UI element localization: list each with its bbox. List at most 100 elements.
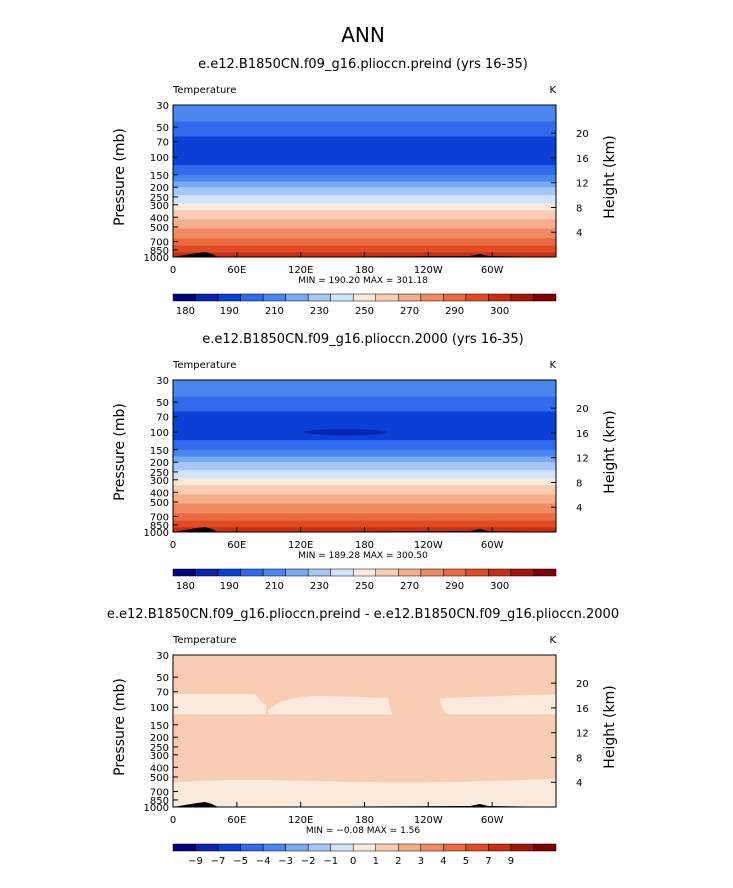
y-axis-label: Pressure (mb) <box>112 128 128 226</box>
colorbar-box <box>398 843 422 852</box>
contour-band <box>173 210 556 220</box>
colorbar-label: 4 <box>440 856 446 867</box>
x-tick-label: 0 <box>170 265 176 276</box>
contour-band <box>173 121 556 137</box>
y-tick-label: 1000 <box>144 803 169 814</box>
topography <box>218 254 556 257</box>
colorbar-box <box>262 293 286 302</box>
colorbar-label: 230 <box>310 306 329 317</box>
y-right-tick-label: 12 <box>576 179 589 190</box>
colorbar-box <box>420 843 444 852</box>
colorbar-box <box>375 843 399 852</box>
colorbar-label: 0 <box>350 856 356 867</box>
y-tick-label: 300 <box>150 201 169 212</box>
contour-band <box>173 520 556 528</box>
colorbar-label: 7 <box>485 856 491 867</box>
colorbar-box <box>195 843 219 852</box>
x-tick-label: 60E <box>227 540 246 551</box>
contour-field <box>173 380 556 532</box>
colorbar-label: 210 <box>265 306 284 317</box>
contour-band <box>173 440 556 451</box>
colorbar-label: 190 <box>220 581 239 592</box>
x-tick-label: 0 <box>170 540 176 551</box>
y-tick-label: 200 <box>150 458 169 469</box>
y-tick-label: 700 <box>150 513 169 524</box>
contour-band <box>173 245 556 253</box>
y-axis-right-label: Height (km) <box>602 685 618 768</box>
contour-min-region <box>303 429 387 436</box>
colorbar-label: 270 <box>400 306 419 317</box>
colorbar: 180 190 210 230 250 270 290 300 <box>172 293 557 317</box>
x-tick-label: 60E <box>227 815 246 826</box>
y-right-tick-label: 4 <box>576 503 582 514</box>
y-tick-label: 300 <box>150 751 169 762</box>
y-right-tick-label: 8 <box>576 478 582 489</box>
colorbar: 180 190 210 230 250 270 290 300 <box>172 568 557 592</box>
colorbar-box <box>443 293 467 302</box>
y-tick-label: 200 <box>150 183 169 194</box>
colorbar-label: 250 <box>355 306 374 317</box>
y-tick-label: 250 <box>150 468 169 479</box>
colorbar-label: 5 <box>463 856 469 867</box>
colorbar-box <box>533 293 557 302</box>
colorbar: −9 −7 −5 −4 −3 −2 −1 0 1 2 3 4 5 7 9 <box>172 843 557 867</box>
colorbar-label: 290 <box>445 581 464 592</box>
colorbar-label: 270 <box>400 581 419 592</box>
contour-band <box>173 195 556 204</box>
y-tick-label: 50 <box>156 123 169 134</box>
x-tick-label: 180 <box>355 265 374 276</box>
contour-band <box>440 694 556 715</box>
x-tick-label: 180 <box>355 540 374 551</box>
y-right-tick-label: 16 <box>576 429 589 440</box>
y-tick-label: 400 <box>150 488 169 499</box>
colorbar-label: −7 <box>211 856 226 867</box>
y-axis-right-label: Height (km) <box>602 410 618 493</box>
colorbar-box <box>307 843 331 852</box>
y-tick-label: 250 <box>150 193 169 204</box>
colorbar-box <box>330 293 354 302</box>
y-right-tick-label: 20 <box>576 679 589 690</box>
y-right-tick-label: 4 <box>576 778 582 789</box>
min-max-label: MIN = 190.20 MAX = 301.18 <box>298 276 428 286</box>
contour-band <box>173 136 556 150</box>
colorbar-label: 190 <box>220 306 239 317</box>
colorbar-box <box>240 843 264 852</box>
y-right-tick-label: 20 <box>576 404 589 415</box>
y-tick-label: 30 <box>156 101 169 112</box>
units-label: K <box>549 635 556 646</box>
colorbar-label: 9 <box>508 856 514 867</box>
colorbar-box <box>172 568 196 577</box>
chart-panel-3: e.e12.B1850CN.f09_g16.plioccn.preind - e… <box>107 607 619 867</box>
y-tick-label: 70 <box>156 688 169 699</box>
y-axis-label: Pressure (mb) <box>112 403 128 501</box>
contour-band <box>173 470 556 479</box>
colorbar-box <box>285 843 309 852</box>
topography <box>173 802 218 807</box>
y-tick-label: 300 <box>150 476 169 487</box>
y-tick-label: 500 <box>150 773 169 784</box>
colorbar-label: 230 <box>310 581 329 592</box>
colorbar-box <box>510 843 534 852</box>
colorbar-box <box>330 843 354 852</box>
topography <box>173 527 218 532</box>
y-right-tick-label: 12 <box>576 454 589 465</box>
colorbar-box <box>195 293 219 302</box>
colorbar-box <box>398 293 422 302</box>
chart-title: e.e12.B1850CN.f09_g16.plioccn.preind (yr… <box>198 57 528 72</box>
topography <box>218 804 556 807</box>
y-right-tick-label: 16 <box>576 704 589 715</box>
min-max-label: MIN = 189.28 MAX = 300.50 <box>298 551 428 561</box>
colorbar-box <box>465 293 489 302</box>
y-tick-label: 70 <box>156 138 169 149</box>
contour-band <box>173 396 556 412</box>
y-tick-label: 50 <box>156 673 169 684</box>
contour-band <box>173 187 556 196</box>
y-axis-label: Pressure (mb) <box>112 678 128 776</box>
contour-band <box>268 695 392 715</box>
y-tick-label: 700 <box>150 238 169 249</box>
y-tick-label: 100 <box>150 703 169 714</box>
colorbar-box <box>285 293 309 302</box>
x-tick-label: 120W <box>414 540 443 551</box>
x-tick-label: 0 <box>170 815 176 826</box>
colorbar-label: 290 <box>445 306 464 317</box>
